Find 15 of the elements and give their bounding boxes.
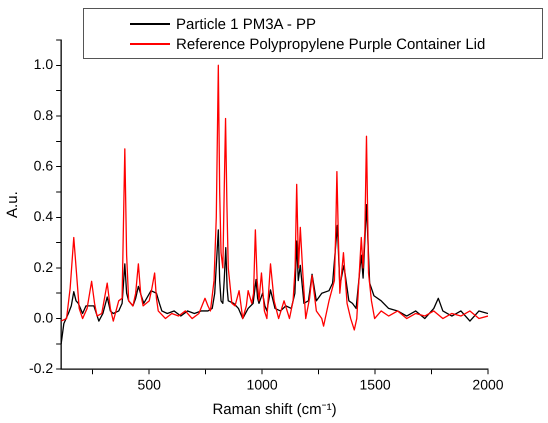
y-axis-title: A.u.	[4, 191, 22, 218]
legend-label: Reference Polypropylene Purple Container Lid	[176, 36, 486, 52]
x-tick-label: 1000	[246, 376, 278, 392]
y-tick-label: 0.0	[34, 309, 54, 326]
x-tick-label: 500	[138, 376, 162, 392]
y-tick-label: -0.2	[29, 360, 54, 376]
x-axis-title: Raman shift (cm⁻¹)	[212, 401, 337, 418]
x-tick-label: 2000	[472, 376, 504, 392]
y-tick-label: 0.4	[34, 208, 54, 224]
y-tick-label: 0.8	[34, 106, 54, 123]
y-tick-label: 0.2	[34, 258, 54, 275]
y-tick-label: 0.6	[34, 157, 54, 174]
legend-label: Particle 1 PM3A - PP	[176, 16, 316, 32]
x-tick-label: 1500	[359, 376, 391, 392]
y-tick-label: 1.0	[34, 56, 54, 72]
